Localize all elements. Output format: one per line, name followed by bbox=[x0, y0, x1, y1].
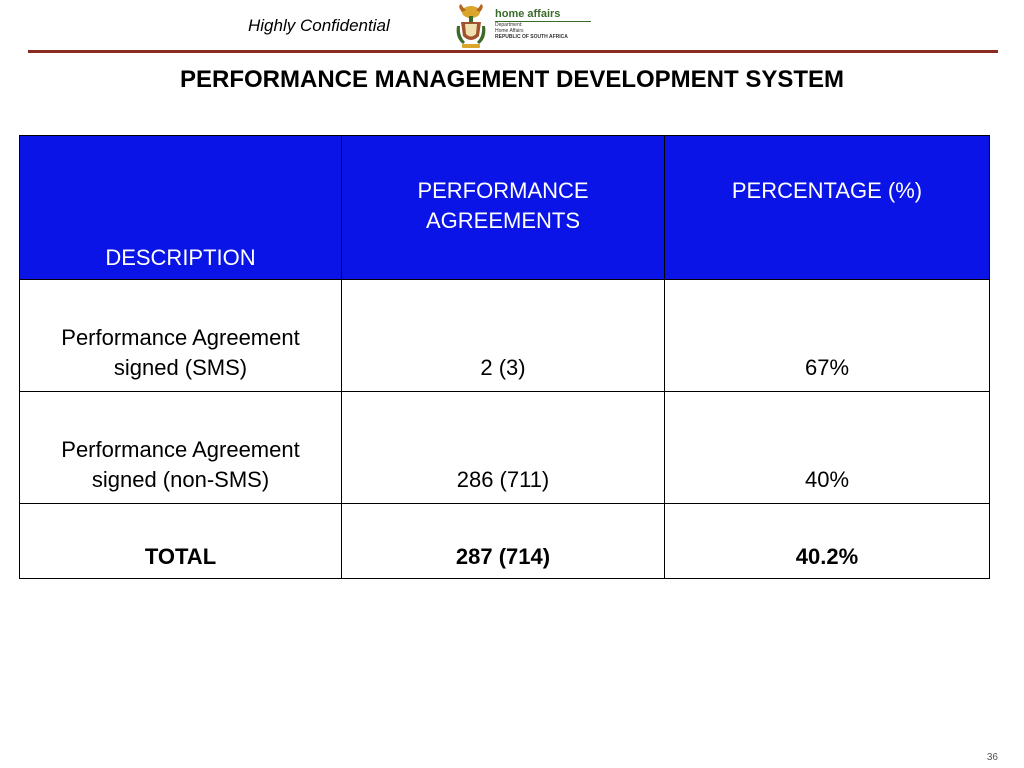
total-agreements: 287 (714) bbox=[341, 503, 665, 579]
logo-line-home-affairs: Home Affairs bbox=[495, 28, 524, 34]
logo-line-department: Department: bbox=[495, 22, 523, 28]
row-agreements: 286 (711) bbox=[341, 391, 665, 504]
table-row: Performance Agreement signed (SMS) 2 (3)… bbox=[19, 279, 990, 392]
slide-title: PERFORMANCE MANAGEMENT DEVELOPMENT SYSTE… bbox=[179, 66, 845, 93]
home-affairs-logo: home affairs Department: Home Affairs RE… bbox=[453, 2, 593, 50]
logo-main-text: home affairs bbox=[495, 8, 591, 22]
logo-line-republic: REPUBLIC OF SOUTH AFRICA bbox=[495, 34, 568, 40]
table-header-row: DESCRIPTION PERFORMANCE AGREEMENTS PERCE… bbox=[19, 135, 990, 280]
total-description: TOTAL bbox=[19, 503, 342, 579]
page-number: 36 bbox=[986, 752, 998, 763]
row-description: Performance Agreement signed (non-SMS) bbox=[19, 391, 342, 504]
confidential-label: Highly Confidential bbox=[248, 16, 390, 35]
column-header-description: DESCRIPTION bbox=[19, 135, 342, 280]
column-header-agreements: PERFORMANCE AGREEMENTS bbox=[341, 135, 665, 280]
header-divider bbox=[28, 50, 998, 53]
row-agreements: 2 (3) bbox=[341, 279, 665, 392]
row-description: Performance Agreement signed (SMS) bbox=[19, 279, 342, 392]
coat-of-arms-icon bbox=[456, 4, 486, 48]
table-total-row: TOTAL 287 (714) 40.2% bbox=[19, 503, 990, 579]
row-percentage: 67% bbox=[664, 279, 990, 392]
table-row: Performance Agreement signed (non-SMS) 2… bbox=[19, 391, 990, 504]
performance-table: DESCRIPTION PERFORMANCE AGREEMENTS PERCE… bbox=[19, 135, 990, 579]
total-percentage: 40.2% bbox=[664, 503, 990, 579]
logo-text: home affairs Department: Home Affairs RE… bbox=[495, 8, 591, 40]
column-header-percentage: PERCENTAGE (%) bbox=[664, 135, 990, 280]
row-percentage: 40% bbox=[664, 391, 990, 504]
